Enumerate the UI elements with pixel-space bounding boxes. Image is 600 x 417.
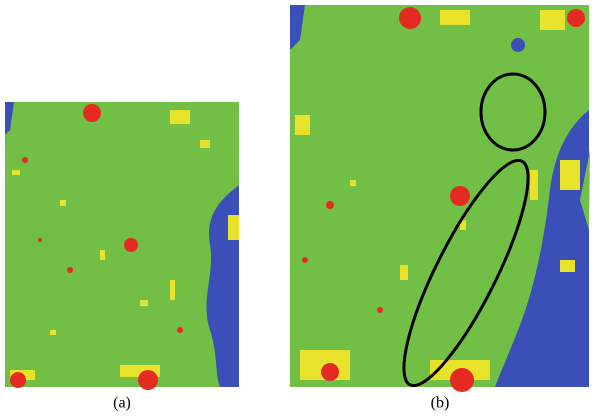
map-b xyxy=(290,5,590,392)
map-a xyxy=(5,102,239,390)
caption: (a) xyxy=(113,395,131,412)
caption: (b) xyxy=(431,395,450,412)
